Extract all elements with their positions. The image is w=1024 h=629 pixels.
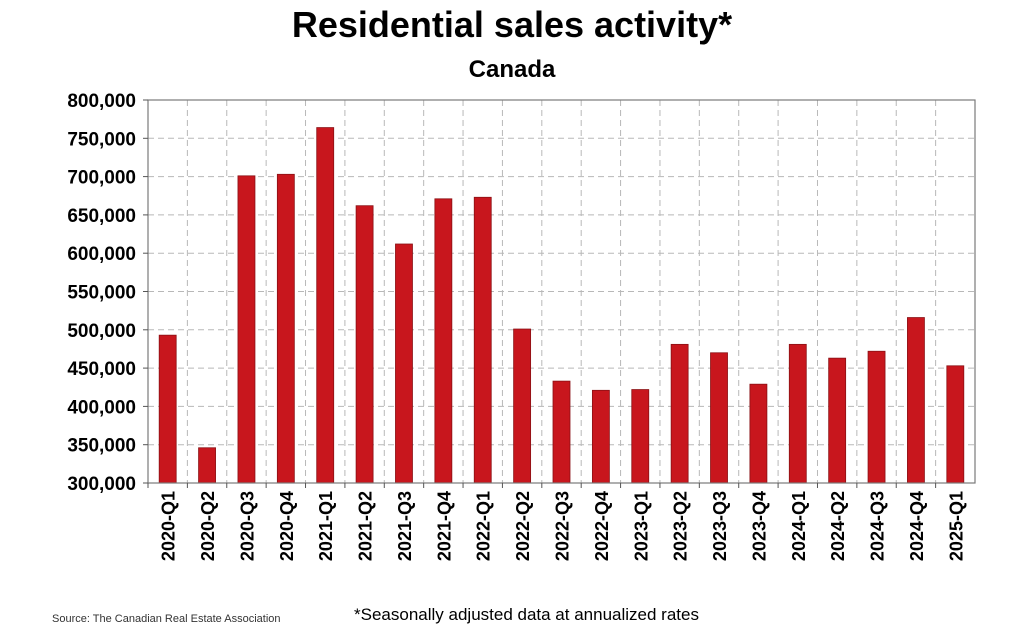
bar (788, 343, 807, 484)
y-tick-label: 550,000 (67, 283, 136, 304)
bar (355, 205, 374, 484)
x-tick-label: 2021-Q3 (395, 491, 415, 561)
chart-subtitle: Canada (468, 56, 556, 83)
x-tick-label: 2023-Q3 (710, 491, 730, 561)
bar (276, 173, 295, 484)
bar (749, 383, 768, 484)
bar (473, 196, 492, 484)
y-tick-label: 400,000 (67, 397, 136, 418)
x-axis-ticks: 2020-Q1 2020-Q2 2020-Q3 2020-Q4 2021-Q1 2021-… (147, 483, 966, 561)
x-tick-label: 2024-Q2 (828, 491, 848, 561)
bar (907, 317, 925, 484)
y-tick-label: 700,000 (67, 168, 136, 189)
x-tick-label: 2024-Q1 (789, 491, 809, 561)
x-tick-label: 2020-Q1 (159, 491, 179, 561)
x-tick-label: 2022-Q3 (553, 491, 573, 561)
x-tick-label: 2023-Q1 (631, 491, 651, 561)
y-tick-label: 800,000 (67, 91, 136, 112)
bar (591, 389, 610, 484)
y-tick-label: 300,000 (67, 474, 136, 495)
bar (867, 350, 886, 484)
bar (395, 243, 413, 484)
y-tick-label: 500,000 (67, 321, 136, 342)
x-tick-label: 2022-Q1 (474, 491, 494, 561)
x-tick-label: 2021-Q2 (356, 491, 376, 561)
bar (552, 380, 571, 484)
x-tick-label: 2020-Q3 (237, 491, 257, 561)
x-tick-label: 2024-Q4 (907, 491, 927, 561)
x-tick-label: 2024-Q3 (868, 491, 888, 561)
y-tick-label: 600,000 (67, 244, 136, 265)
bar (631, 389, 650, 484)
x-tick-label: 2025-Q1 (946, 491, 966, 561)
bar (513, 328, 532, 484)
x-tick-label: 2021-Q1 (316, 491, 336, 561)
x-tick-label: 2022-Q2 (513, 491, 533, 561)
y-tick-label: 750,000 (67, 129, 136, 150)
x-tick-label: 2020-Q2 (198, 491, 218, 561)
bar (946, 365, 965, 484)
chart-title: Residential sales activity* (291, 4, 733, 45)
bar (316, 127, 335, 484)
x-tick-label: 2023-Q4 (749, 491, 769, 561)
bar (670, 343, 689, 484)
source-note: Source: The Canadian Real Estate Associa… (52, 613, 281, 625)
chart-footnote: *Seasonally adjusted data at annualized … (354, 605, 699, 624)
y-tick-label: 650,000 (67, 206, 136, 227)
y-tick-label: 350,000 (67, 436, 136, 457)
bar (198, 447, 216, 484)
y-axis-ticks: 300,000 350,000 400,000 450,000 500,000 550,0… (67, 91, 148, 495)
x-tick-label: 2020-Q4 (277, 491, 297, 561)
x-tick-label: 2023-Q2 (671, 491, 691, 561)
bar (828, 357, 847, 484)
x-tick-label: 2021-Q4 (434, 491, 454, 561)
bar (237, 175, 256, 484)
y-tick-label: 450,000 (67, 359, 136, 380)
x-tick-label: 2022-Q4 (592, 491, 612, 561)
bars (158, 127, 965, 484)
bar (710, 352, 728, 484)
bar (434, 198, 453, 484)
bar (158, 334, 177, 484)
